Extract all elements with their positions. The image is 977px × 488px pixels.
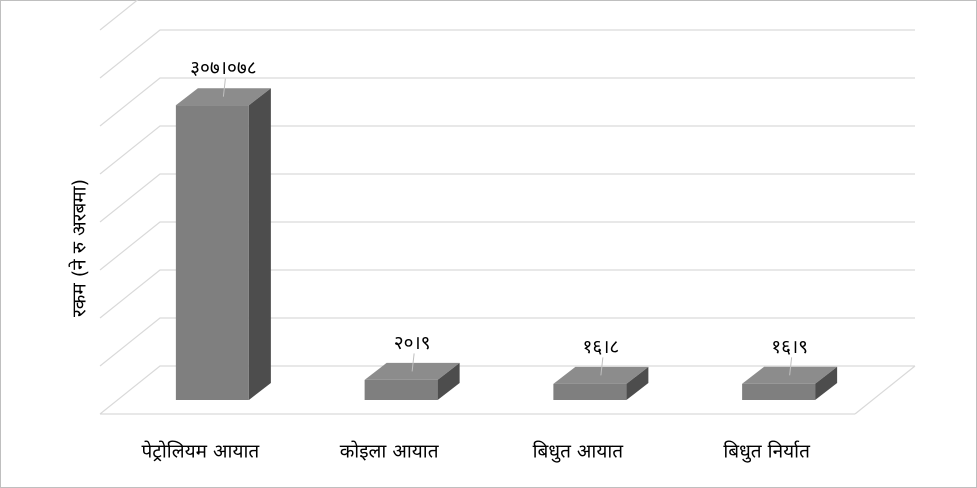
- grid-line: [99, 221, 915, 271]
- grid-line: [99, 0, 139, 31]
- bar-side: [626, 366, 649, 400]
- grid-line: [99, 317, 915, 367]
- bar: [742, 383, 816, 400]
- plot-area: ३०७।०७८ पेट्रोलियम आयात २०।९ कोइला आयात १६।८…: [99, 0, 916, 464]
- data-label: ३०७।०७८: [190, 57, 256, 79]
- x-tick-label: कोइला आयात: [340, 440, 440, 463]
- leader-line: [789, 357, 793, 376]
- floor-edge: [854, 365, 916, 415]
- bar: [364, 379, 438, 400]
- y-axis-label: रकम (ने रु अरबमा): [68, 179, 91, 317]
- grid-line: [99, 29, 915, 79]
- grid-line: [99, 125, 915, 175]
- grid-line: [99, 173, 915, 223]
- leader-line: [411, 353, 415, 372]
- leader-line: [600, 357, 604, 376]
- bar-side: [248, 88, 271, 401]
- bar-side: [437, 362, 460, 400]
- bar-side: [815, 366, 838, 400]
- data-label: २०।९: [394, 332, 431, 354]
- grid-line: [99, 269, 915, 319]
- x-tick-label: पेट्रोलियम आयात: [142, 440, 261, 463]
- grid-line: [99, 77, 915, 127]
- x-tick-label: बिधुत निर्यात: [723, 440, 811, 464]
- bar: [553, 383, 627, 400]
- leader-line: [222, 78, 226, 97]
- grid-line: [99, 365, 915, 415]
- bar: [175, 105, 249, 401]
- data-label: १६।८: [582, 336, 619, 358]
- x-tick-label: बिधुत आयात: [533, 440, 625, 464]
- data-label: १६।९: [771, 336, 808, 358]
